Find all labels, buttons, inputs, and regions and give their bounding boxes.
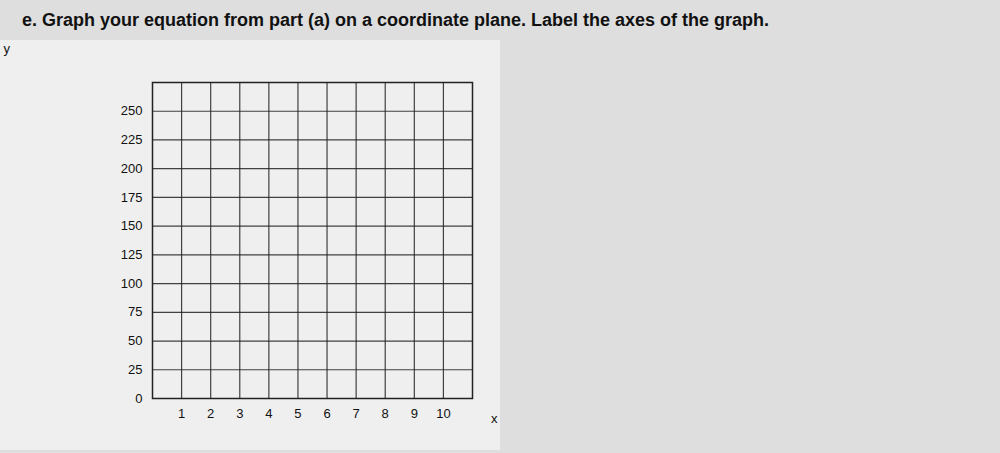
- svg-text:y: y: [4, 41, 11, 56]
- html-text:e. Graph your equation from pa: e. Graph your equation from part (a) on …: [22, 10, 770, 30]
- svg-text:10: 10: [436, 406, 450, 421]
- svg-text:7: 7: [353, 406, 360, 421]
- svg-text:9: 9: [411, 406, 418, 421]
- svg-text:100: 100: [121, 276, 143, 291]
- svg-text:75: 75: [128, 304, 142, 319]
- svg-text:0: 0: [135, 391, 142, 406]
- svg-text:175: 175: [121, 190, 143, 205]
- svg-text:3: 3: [236, 406, 243, 421]
- svg-text:1: 1: [178, 406, 185, 421]
- svg-text:200: 200: [121, 161, 143, 176]
- svg-text:125: 125: [121, 247, 143, 262]
- svg-text:4: 4: [265, 406, 272, 421]
- svg-text:250: 250: [121, 103, 143, 118]
- svg-text:50: 50: [128, 333, 142, 348]
- svg-text:2: 2: [207, 406, 214, 421]
- svg-text:6: 6: [323, 406, 330, 421]
- svg-text:5: 5: [294, 406, 301, 421]
- svg-text:8: 8: [382, 406, 389, 421]
- svg-text:x: x: [491, 411, 498, 426]
- svg-text:150: 150: [121, 218, 143, 233]
- svg-text:225: 225: [121, 132, 143, 147]
- svg-text:25: 25: [128, 362, 142, 377]
